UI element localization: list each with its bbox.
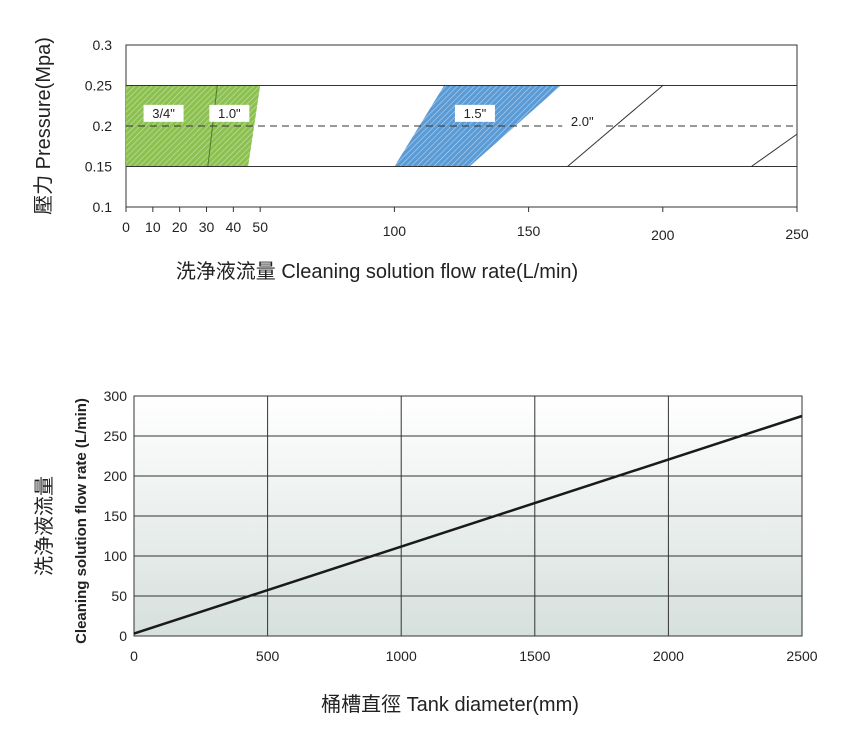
band-label-0: 3/4" bbox=[152, 106, 175, 121]
diameter-axis-title: 桶槽直徑 Tank diameter(mm) bbox=[321, 693, 579, 716]
flow-band-line-3-1 bbox=[751, 133, 798, 167]
diameter-x-tick-label-3: 1500 bbox=[519, 648, 550, 664]
flow-y-tick-label-5: 250 bbox=[104, 428, 128, 444]
flow-y-tick-label-0: 0 bbox=[119, 628, 127, 644]
flow-x-tick-label-4: 40 bbox=[226, 219, 242, 235]
pressure-y-tick-label-3: 0.25 bbox=[85, 78, 112, 94]
band-label-1: 1.0" bbox=[218, 106, 241, 121]
flow-y-ticks: 0 50 100 150 200 250 300 bbox=[104, 388, 128, 644]
flow-y-tick-label-2: 100 bbox=[104, 548, 128, 564]
diameter-x-tick-label-1: 500 bbox=[256, 648, 280, 664]
flow-x-ticks: 0 10 20 30 40 50 100 150 200 250 bbox=[122, 207, 809, 243]
flow-axis-title-cjk: 洗浄液流量 bbox=[33, 476, 56, 576]
flow-chart-grid bbox=[133, 395, 803, 637]
flow-x-tick-label-9: 250 bbox=[785, 226, 809, 242]
diameter-x-tick-label-5: 2500 bbox=[786, 648, 817, 664]
pressure-lines bbox=[126, 85, 797, 167]
band-label-bg-1 bbox=[209, 104, 250, 122]
diameter-x-tick-label-2: 1000 bbox=[386, 648, 417, 664]
flow-diameter-chart: 0 500 1000 1500 2000 2500 050100150200250300 … bbox=[33, 388, 818, 716]
diameter-x-tick-label-4: 2000 bbox=[653, 648, 684, 664]
flow-x-tick-label-3: 30 bbox=[199, 219, 215, 235]
flow-axis-title: 洗浄液流量 Cleaning solution flow rate(L/min) bbox=[176, 260, 578, 283]
band-labels: 3/4" 1.0" 1.5" 2.0" bbox=[143, 104, 603, 130]
flow-y-tick-label-4: 200 bbox=[104, 468, 128, 484]
flow-x-tick-label-6: 100 bbox=[383, 223, 407, 239]
flow-x-tick-label-7: 150 bbox=[517, 223, 541, 239]
pressure-y-tick-label-0: 0.1 bbox=[93, 199, 113, 215]
pressure-y-ticks: 0.1 0.15 0.2 0.25 0.3 bbox=[85, 37, 112, 215]
pressure-axis-title: 壓力 Pressure(Mpa) bbox=[32, 37, 55, 215]
band-label-bg-2 bbox=[454, 104, 495, 122]
flow-x-tick-label-1: 10 bbox=[145, 219, 161, 235]
flow-band-line-3-0 bbox=[567, 85, 664, 167]
flow-x-tick-label-5: 50 bbox=[252, 219, 268, 235]
flow-y-tick-label-3: 150 bbox=[104, 508, 128, 524]
band-label-bg-0 bbox=[143, 104, 184, 122]
diameter-x-tick-label-0: 0 bbox=[130, 648, 138, 664]
flow-x-tick-label-2: 20 bbox=[172, 219, 188, 235]
flow-axis-title-en: Cleaning solution flow rate (L/min) bbox=[73, 398, 90, 644]
band-label-3: 2.0" bbox=[571, 114, 594, 129]
pressure-flow-chart: 3/4" 1.0" 1.5" 2.0" 0 10 20 30 40 50 100 150 200 250… bbox=[32, 37, 809, 283]
flow-y-tick-label-6: 300 bbox=[104, 388, 128, 404]
flow-y-tick-label-1: 50 bbox=[111, 588, 127, 604]
diameter-x-ticks: 0 500 1000 1500 2000 2500 bbox=[130, 648, 818, 664]
flow-rate-line-0 bbox=[133, 414, 803, 635]
band-label-bg-3 bbox=[562, 112, 603, 130]
pressure-y-tick-label-1: 0.15 bbox=[85, 159, 112, 175]
flow-x-tick-label-8: 200 bbox=[651, 227, 675, 243]
flow-x-tick-label-0: 0 bbox=[122, 219, 130, 235]
flow-series bbox=[133, 414, 803, 635]
pressure-y-tick-label-2: 0.2 bbox=[93, 118, 113, 134]
pressure-y-tick-label-4: 0.3 bbox=[93, 37, 113, 53]
band-label-2: 1.5" bbox=[464, 106, 487, 121]
